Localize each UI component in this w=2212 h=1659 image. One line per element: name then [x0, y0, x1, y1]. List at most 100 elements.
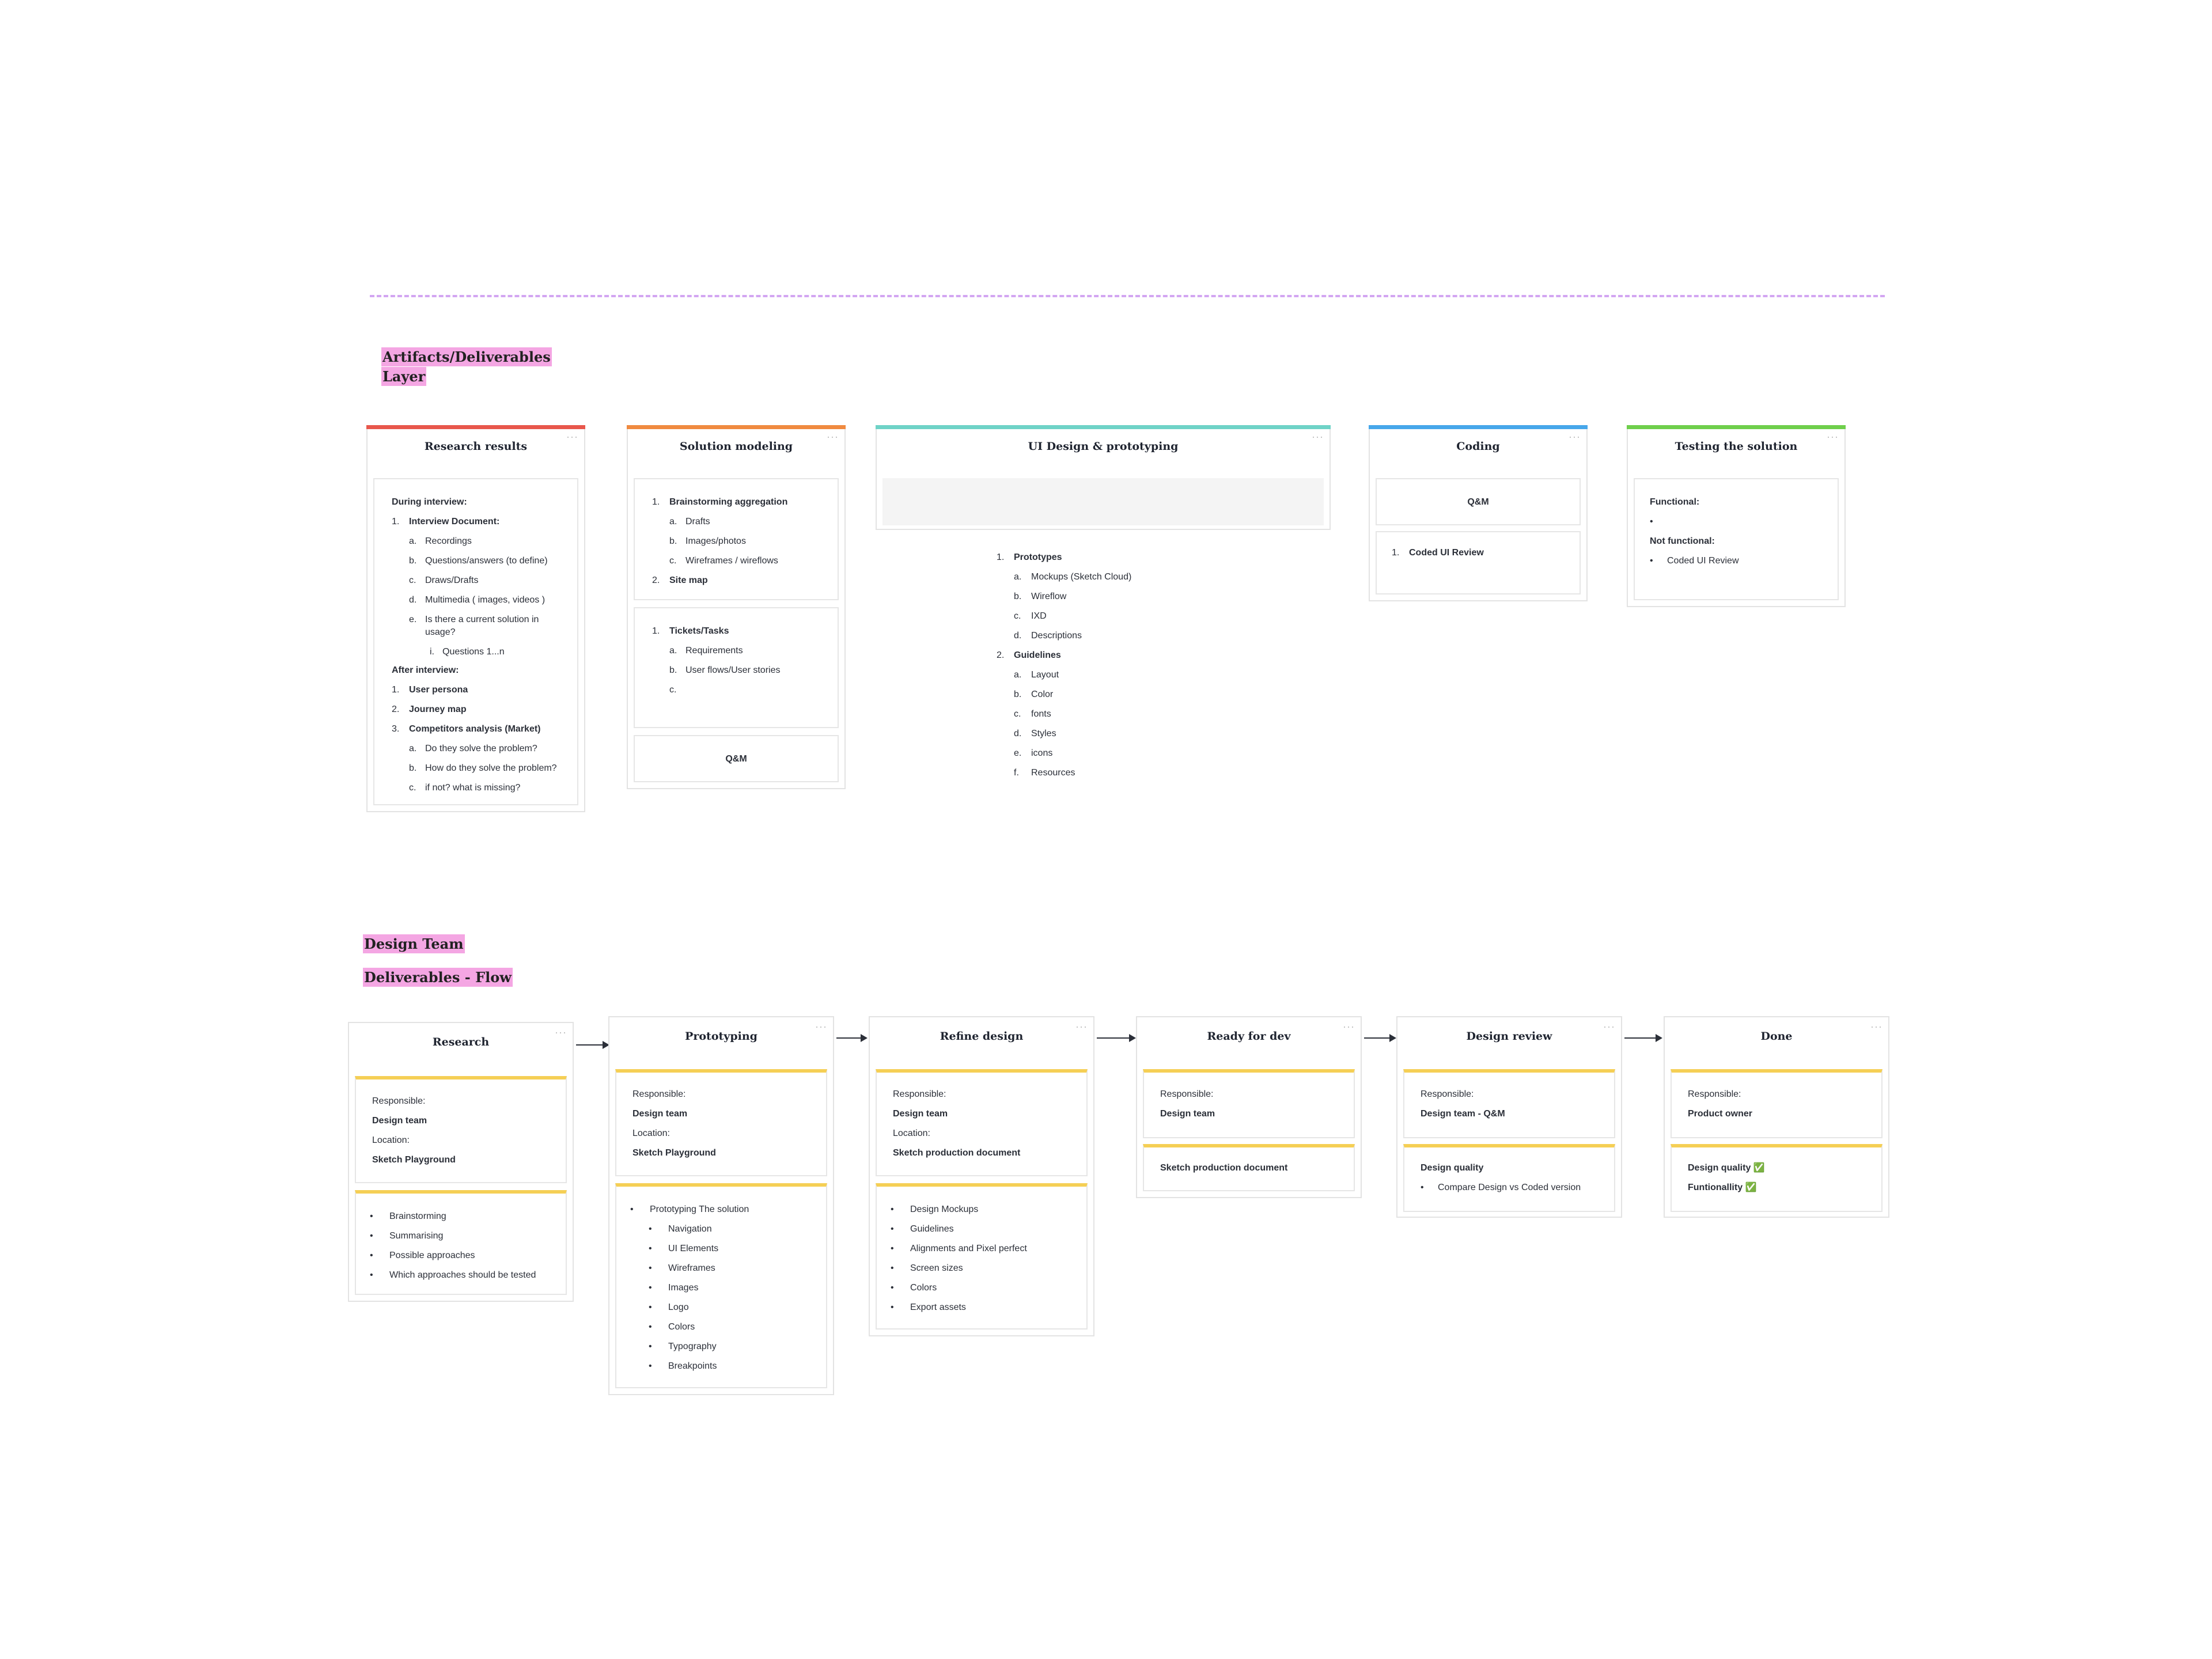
- responsible-panel: Responsible: Design team Location: Sketc…: [876, 1069, 1088, 1176]
- list-item: Images: [668, 1283, 699, 1293]
- card-menu-icon[interactable]: ···: [1075, 1021, 1088, 1032]
- list-item: Draws/Drafts: [425, 575, 479, 585]
- list-marker: •: [649, 1244, 652, 1253]
- functional-heading: Functional:: [1650, 497, 1700, 507]
- testing-card[interactable]: Testing the solution ··· Functional: • N…: [1627, 425, 1846, 607]
- list-item: Design Mockups: [910, 1205, 979, 1214]
- list-item: Site map: [669, 575, 708, 585]
- list-item: Breakpoints: [668, 1361, 717, 1371]
- list-marker: •: [891, 1283, 894, 1293]
- card-title: Solution modeling: [679, 440, 793, 453]
- list-marker: •: [891, 1244, 894, 1253]
- ui-design-card[interactable]: UI Design & prototyping ···: [876, 425, 1331, 530]
- list-marker: •: [1650, 556, 1653, 566]
- card-color-bar: [366, 425, 585, 429]
- coding-card[interactable]: Coding ··· Q&M 1. Coded UI Review: [1369, 425, 1588, 601]
- card-title: Done: [1760, 1030, 1793, 1043]
- research-results-card[interactable]: Research results ··· During interview: 1…: [366, 425, 585, 812]
- list-item: IXD: [1031, 611, 1047, 621]
- responsible-panel: Responsible: Design team Location: Sketc…: [355, 1076, 567, 1183]
- list-item: Brainstorming aggregation: [669, 497, 788, 507]
- list-marker: •: [370, 1270, 373, 1280]
- responsible-label: Responsible:: [632, 1089, 686, 1099]
- list-marker: •: [1650, 517, 1653, 527]
- list-item: Drafts: [685, 517, 710, 527]
- solution-modeling-card[interactable]: Solution modeling ··· 1. Brainstorming a…: [627, 425, 846, 789]
- card-color-bar: [627, 425, 846, 429]
- list-item: Styles: [1031, 729, 1056, 738]
- card-menu-icon[interactable]: ···: [827, 431, 839, 442]
- card-title: Ready for dev: [1207, 1030, 1291, 1043]
- research-notes: During interview: 1. Interview Document:…: [373, 478, 578, 805]
- list-item: User flows/User stories: [685, 665, 781, 675]
- flow-arrow: [1364, 1034, 1396, 1042]
- list-marker: •: [649, 1302, 652, 1312]
- list-item: Questions 1...n: [442, 647, 505, 657]
- flow-prototyping-card[interactable]: Prototyping ··· Responsible: Design team…: [608, 1016, 834, 1395]
- card-title: UI Design & prototyping: [1028, 440, 1179, 453]
- list-marker: i.: [430, 647, 434, 657]
- list-marker: c.: [669, 556, 677, 566]
- location-value: Sketch Playground: [632, 1148, 716, 1158]
- flow-research-card[interactable]: Research ··· Responsible: Design team Lo…: [348, 1022, 574, 1302]
- list-item: fonts: [1031, 709, 1051, 719]
- list-item: Compare Design vs Coded version: [1438, 1183, 1581, 1192]
- location-value: Sketch Playground: [372, 1155, 456, 1165]
- flow-review-card[interactable]: Design review ··· Responsible: Design te…: [1396, 1016, 1622, 1218]
- card-menu-icon[interactable]: ···: [555, 1027, 567, 1038]
- list-marker: c.: [1014, 611, 1021, 621]
- card-menu-icon[interactable]: ···: [1343, 1021, 1355, 1032]
- list-marker: •: [891, 1205, 894, 1214]
- flow-ready-card[interactable]: Ready for dev ··· Responsible: Design te…: [1136, 1016, 1362, 1198]
- location-label: Location:: [632, 1128, 670, 1138]
- card-menu-icon[interactable]: ···: [1827, 431, 1839, 442]
- responsible-value: Design team: [893, 1109, 948, 1119]
- responsible-panel: Responsible: Design team: [1143, 1069, 1355, 1138]
- list-item: Typography: [668, 1342, 717, 1351]
- responsible-value: Design team: [372, 1116, 427, 1126]
- card-menu-icon[interactable]: ···: [1603, 1021, 1615, 1032]
- brainstorming-notes: 1. Brainstorming aggregation a. Drafts b…: [634, 478, 839, 600]
- list-marker: d.: [409, 595, 417, 605]
- list-marker: c.: [669, 685, 677, 695]
- list-marker: 2.: [997, 650, 1005, 660]
- card-menu-icon[interactable]: ···: [815, 1021, 827, 1032]
- card-title: Research results: [424, 440, 528, 453]
- document-panel: Sketch production document: [1143, 1144, 1355, 1191]
- card-menu-icon[interactable]: ···: [1569, 431, 1581, 442]
- quality-panel: Design quality • Compare Design vs Coded…: [1403, 1144, 1615, 1212]
- design-team-title: Design Team: [363, 934, 465, 953]
- testing-notes: Functional: • Not functional: • Coded UI…: [1634, 478, 1839, 600]
- list-item: Interview Document:: [409, 517, 500, 527]
- list-item: Guidelines: [910, 1224, 954, 1234]
- list-marker: 2.: [652, 575, 660, 585]
- card-title: Refine design: [940, 1030, 1024, 1043]
- list-marker: •: [649, 1342, 652, 1351]
- list-marker: a.: [409, 536, 417, 546]
- list-item: Descriptions: [1031, 631, 1082, 641]
- card-menu-icon[interactable]: ···: [1312, 431, 1324, 442]
- list-item: Resources: [1031, 768, 1075, 778]
- qm-label: Q&M: [1467, 497, 1489, 507]
- list-marker: •: [370, 1251, 373, 1260]
- list-item: Coded UI Review: [1667, 556, 1739, 566]
- list-item: Possible approaches: [389, 1251, 475, 1260]
- flow-done-card[interactable]: Done ··· Responsible: Product owner Desi…: [1664, 1016, 1889, 1218]
- card-title: Coding: [1456, 440, 1500, 453]
- list-marker: •: [649, 1283, 652, 1293]
- list-marker: c.: [1014, 709, 1021, 719]
- flow-refine-card[interactable]: Refine design ··· Responsible: Design te…: [869, 1016, 1094, 1336]
- location-label: Location:: [372, 1135, 410, 1145]
- list-marker: 2.: [392, 704, 400, 714]
- list-item: Wireframes / wireflows: [685, 556, 778, 566]
- location-label: Location:: [893, 1128, 930, 1138]
- list-marker: a.: [669, 646, 677, 656]
- list-marker: 1.: [652, 626, 660, 636]
- card-menu-icon[interactable]: ···: [1870, 1021, 1883, 1032]
- tickets-notes: 1. Tickets/Tasks a. Requirements b. User…: [634, 607, 839, 728]
- list-marker: b.: [409, 556, 417, 566]
- during-heading: During interview:: [392, 497, 467, 507]
- coded-review-note: 1. Coded UI Review: [1376, 531, 1581, 594]
- list-marker: •: [649, 1224, 652, 1234]
- card-menu-icon[interactable]: ···: [566, 431, 578, 442]
